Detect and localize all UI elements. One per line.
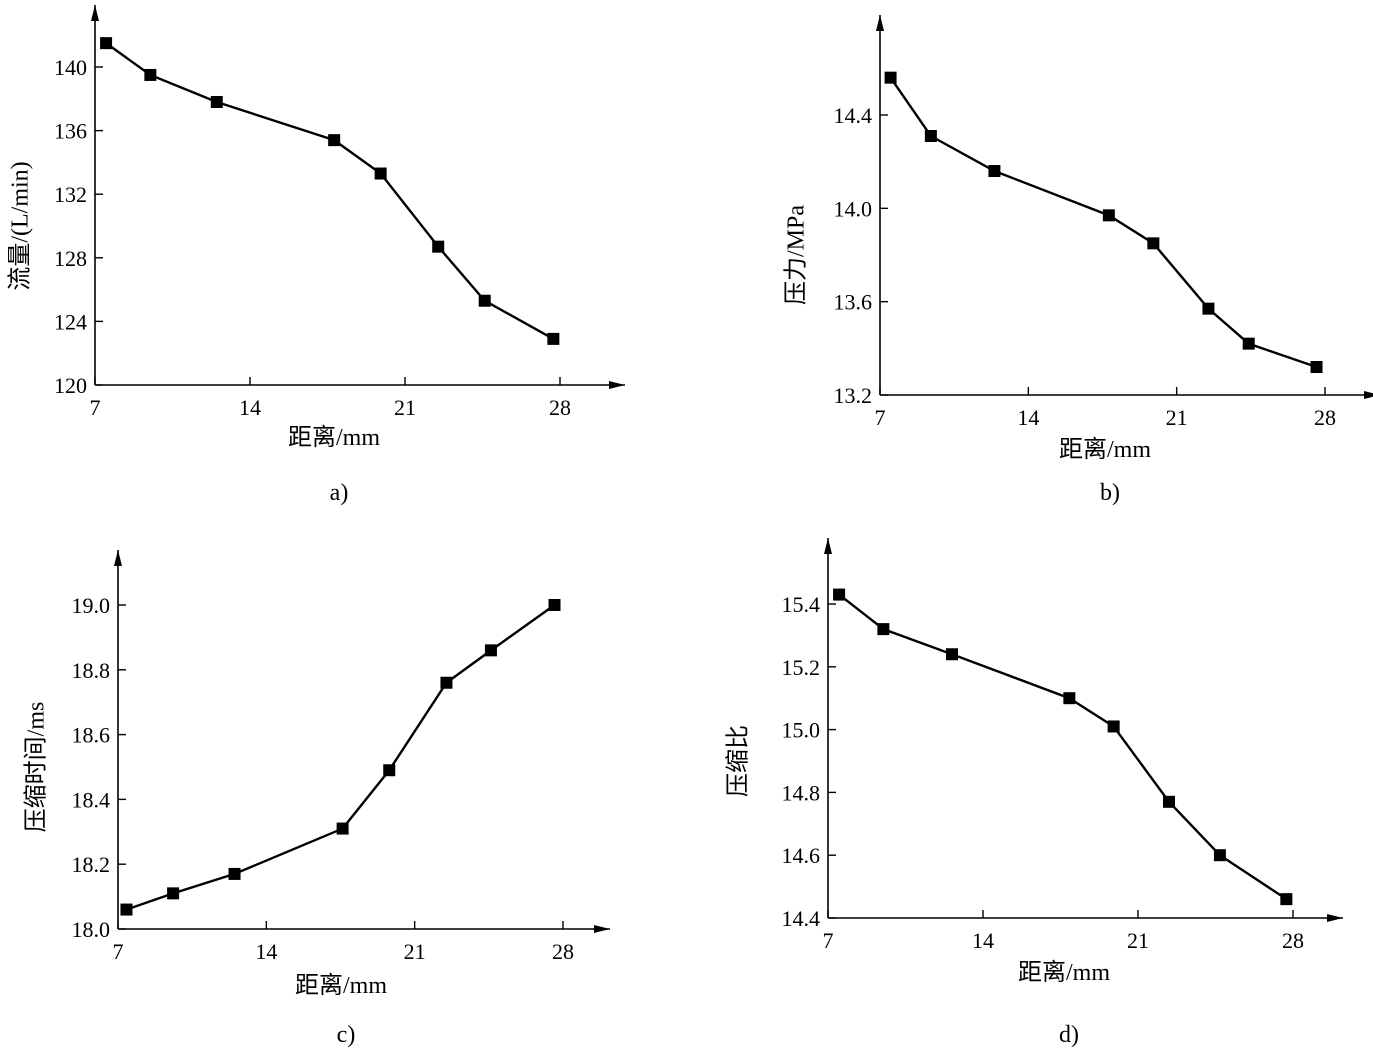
- x-tick-label: 28: [552, 939, 574, 964]
- data-point-marker: [547, 332, 560, 345]
- y-tick-label: 15.4: [782, 592, 821, 617]
- data-point-marker: [144, 68, 157, 81]
- y-tick-label: 14.6: [782, 843, 821, 868]
- x-tick-label: 7: [113, 939, 124, 964]
- data-point-marker: [328, 134, 341, 147]
- x-axis-arrow: [594, 925, 610, 933]
- y-axis-label: 压缩比: [725, 725, 752, 797]
- y-tick-label: 140: [54, 55, 87, 80]
- data-point-marker: [548, 599, 561, 611]
- data-point-marker: [1063, 692, 1076, 705]
- x-tick-label: 28: [1282, 928, 1304, 953]
- x-axis-label: 距离/mm: [1018, 959, 1110, 986]
- data-point-marker: [833, 588, 846, 601]
- data-point-marker: [946, 648, 958, 661]
- x-tick-label: 21: [404, 939, 426, 964]
- y-axis-label: 压力/MPa: [783, 205, 810, 305]
- data-point-marker: [1202, 302, 1215, 315]
- data-point-marker: [884, 71, 897, 84]
- data-point-marker: [877, 623, 890, 636]
- x-tick-label: 14: [972, 928, 994, 953]
- y-tick-label: 120: [54, 373, 87, 398]
- series-line: [126, 604, 556, 911]
- data-point-marker: [100, 37, 113, 50]
- y-tick-label: 18.6: [72, 723, 111, 748]
- data-point-marker: [432, 240, 445, 253]
- data-point-marker: [1280, 893, 1293, 906]
- x-tick-label: 21: [1127, 928, 1149, 953]
- y-tick-label: 15.0: [782, 718, 821, 743]
- y-tick-label: 132: [54, 182, 87, 207]
- series-line: [838, 593, 1288, 901]
- data-point-marker: [1213, 849, 1226, 862]
- y-axis-arrow: [91, 5, 99, 21]
- data-point-marker: [383, 764, 396, 777]
- data-point-marker: [1102, 209, 1115, 222]
- y-tick-label: 13.6: [834, 290, 873, 315]
- x-tick-label: 28: [1314, 405, 1336, 430]
- data-point-marker: [478, 294, 491, 307]
- x-axis-arrow: [609, 381, 625, 389]
- data-point-marker: [336, 822, 349, 835]
- y-tick-label: 14.4: [834, 103, 873, 128]
- x-tick-label: 14: [255, 939, 277, 964]
- data-point-marker: [1242, 337, 1255, 350]
- chart-panel-0: 7 14 21 28 120 124 128 132 136 140 距离/mm 流量/(L/min)…: [7, 5, 625, 506]
- panel-caption: a): [330, 480, 349, 506]
- data-point-marker: [1163, 795, 1175, 808]
- y-axis-arrow: [876, 15, 884, 31]
- y-tick-label: 18.4: [72, 787, 111, 812]
- data-point-marker: [228, 867, 241, 880]
- x-tick-label: 7: [875, 405, 886, 430]
- y-tick-label: 19.0: [72, 593, 111, 618]
- y-tick-label: 18.8: [72, 658, 111, 683]
- x-tick-label: 21: [1166, 405, 1188, 430]
- y-tick-label: 128: [54, 246, 87, 271]
- x-axis-label: 距离/mm: [1059, 436, 1151, 463]
- y-axis-label: 流量/(L/min): [7, 161, 34, 290]
- x-tick-label: 14: [239, 395, 261, 420]
- chart-panel-3: 7 14 21 28 14.4 14.6 14.8 15.0 15.2 15.4 距离/mm 压缩比 d…: [725, 538, 1343, 1048]
- data-point-marker: [988, 165, 1001, 177]
- x-tick-label: 28: [549, 395, 571, 420]
- y-tick-label: 18.0: [72, 917, 111, 942]
- x-axis-label: 距离/mm: [295, 972, 387, 999]
- data-point-marker: [167, 887, 180, 900]
- y-tick-label: 124: [54, 309, 87, 334]
- data-point-marker: [1147, 237, 1160, 250]
- y-axis-arrow: [824, 538, 832, 554]
- x-axis-arrow: [1327, 914, 1343, 922]
- y-tick-label: 14.8: [782, 780, 821, 805]
- y-tick-label: 18.2: [72, 852, 111, 877]
- y-axis-label: 压缩时间/ms: [23, 702, 50, 833]
- x-tick-label: 14: [1017, 405, 1039, 430]
- chart-panel-1: 7 14 21 28 13.2 13.6 14.0 14.4 距离/mm 压力/MPa b): [783, 15, 1373, 506]
- y-axis-arrow: [114, 550, 122, 566]
- panel-caption: c): [337, 1022, 356, 1048]
- x-axis-arrow: [1364, 391, 1373, 399]
- series-line: [889, 76, 1317, 369]
- x-tick-label: 7: [823, 928, 834, 953]
- series-line: [105, 42, 554, 340]
- panel-caption: b): [1100, 480, 1120, 506]
- y-tick-label: 14.0: [834, 196, 873, 221]
- data-point-marker: [484, 644, 497, 657]
- x-tick-label: 21: [394, 395, 416, 420]
- data-point-marker: [374, 167, 387, 180]
- data-point-marker: [1107, 720, 1120, 733]
- data-point-marker: [1310, 361, 1323, 373]
- y-tick-label: 14.4: [782, 906, 821, 931]
- data-point-marker: [120, 903, 133, 916]
- y-tick-label: 136: [54, 119, 87, 144]
- data-point-marker: [924, 130, 937, 142]
- y-tick-label: 15.2: [782, 655, 821, 680]
- x-axis-label: 距离/mm: [288, 424, 380, 451]
- data-point-marker: [440, 676, 453, 689]
- chart-panel-2: 7 14 21 28 18.0 18.2 18.4 18.6 18.8 19.0 距离/mm 压缩时间…: [23, 550, 610, 1048]
- y-tick-label: 13.2: [834, 383, 873, 408]
- data-point-marker: [210, 95, 223, 108]
- x-tick-label: 7: [90, 395, 101, 420]
- panel-caption: d): [1059, 1022, 1079, 1048]
